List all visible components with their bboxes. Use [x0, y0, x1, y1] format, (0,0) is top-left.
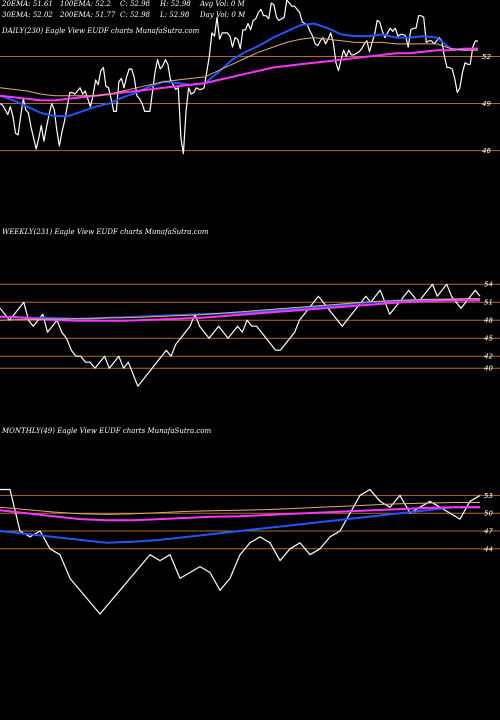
- monthly-ytick-50: 50: [484, 510, 493, 518]
- daily-ytick-46: 46: [482, 147, 491, 155]
- header-ema30: 30EMA: 52.02: [2, 11, 53, 19]
- header-avg-vol: Avg Vol: 0 M: [200, 0, 245, 8]
- header-close-2: C: 52.98: [120, 11, 150, 19]
- daily-panel-label: DAILY(230) Eagle View EUDF charts Munafa…: [2, 27, 200, 35]
- monthly-price-line: [0, 488, 481, 615]
- monthly-ytick-44: 44: [484, 545, 493, 553]
- weekly-ytick-40: 40: [484, 365, 493, 373]
- header-high: H: 52.98: [160, 0, 191, 8]
- monthly-ema-magenta-line: [0, 506, 480, 522]
- weekly-ema-magenta-line: [0, 299, 480, 322]
- daily-ytick-52: 52: [482, 53, 491, 61]
- monthly-ytick-47: 47: [484, 527, 493, 535]
- weekly-ytick-51: 51: [484, 299, 493, 307]
- header-close: C: 52.98: [120, 0, 150, 8]
- monthly-panel-label: MONTHLY(49) Eagle View EUDF charts Munaf…: [2, 427, 212, 435]
- daily-ema-tan-line: [0, 37, 478, 97]
- header-ema200: 200EMA: 51.77: [60, 11, 116, 19]
- daily-chart: 46 49 52: [0, 0, 500, 155]
- monthly-ema-blue-line: [0, 506, 480, 544]
- header-day-vol: Day Vol: 0 M: [200, 11, 246, 19]
- weekly-ytick-45: 45: [484, 335, 493, 343]
- header-ema20: 20EMA: 51.61: [2, 0, 53, 8]
- weekly-ytick-42: 42: [484, 353, 493, 361]
- monthly-ema-tan-line: [0, 502, 480, 515]
- weekly-chart: 40 42 45 48 51 54: [0, 281, 500, 387]
- daily-ema-magenta-line: [0, 47, 478, 102]
- weekly-ytick-54: 54: [484, 281, 493, 289]
- header-ema100: 100EMA: 52.2: [60, 0, 111, 8]
- daily-ytick-49: 49: [482, 100, 491, 108]
- monthly-chart: 44 47 50 53: [0, 488, 500, 615]
- monthly-ytick-53: 53: [484, 492, 493, 500]
- weekly-ytick-48: 48: [484, 317, 493, 325]
- weekly-ema-tan-line: [0, 298, 480, 321]
- header-low: L: 52.98: [160, 11, 190, 19]
- weekly-panel-label: WEEKLY(231) Eagle View EUDF charts Munaf…: [2, 228, 209, 236]
- daily-price-line: [0, 0, 479, 155]
- daily-ema-blue-line: [0, 22, 479, 118]
